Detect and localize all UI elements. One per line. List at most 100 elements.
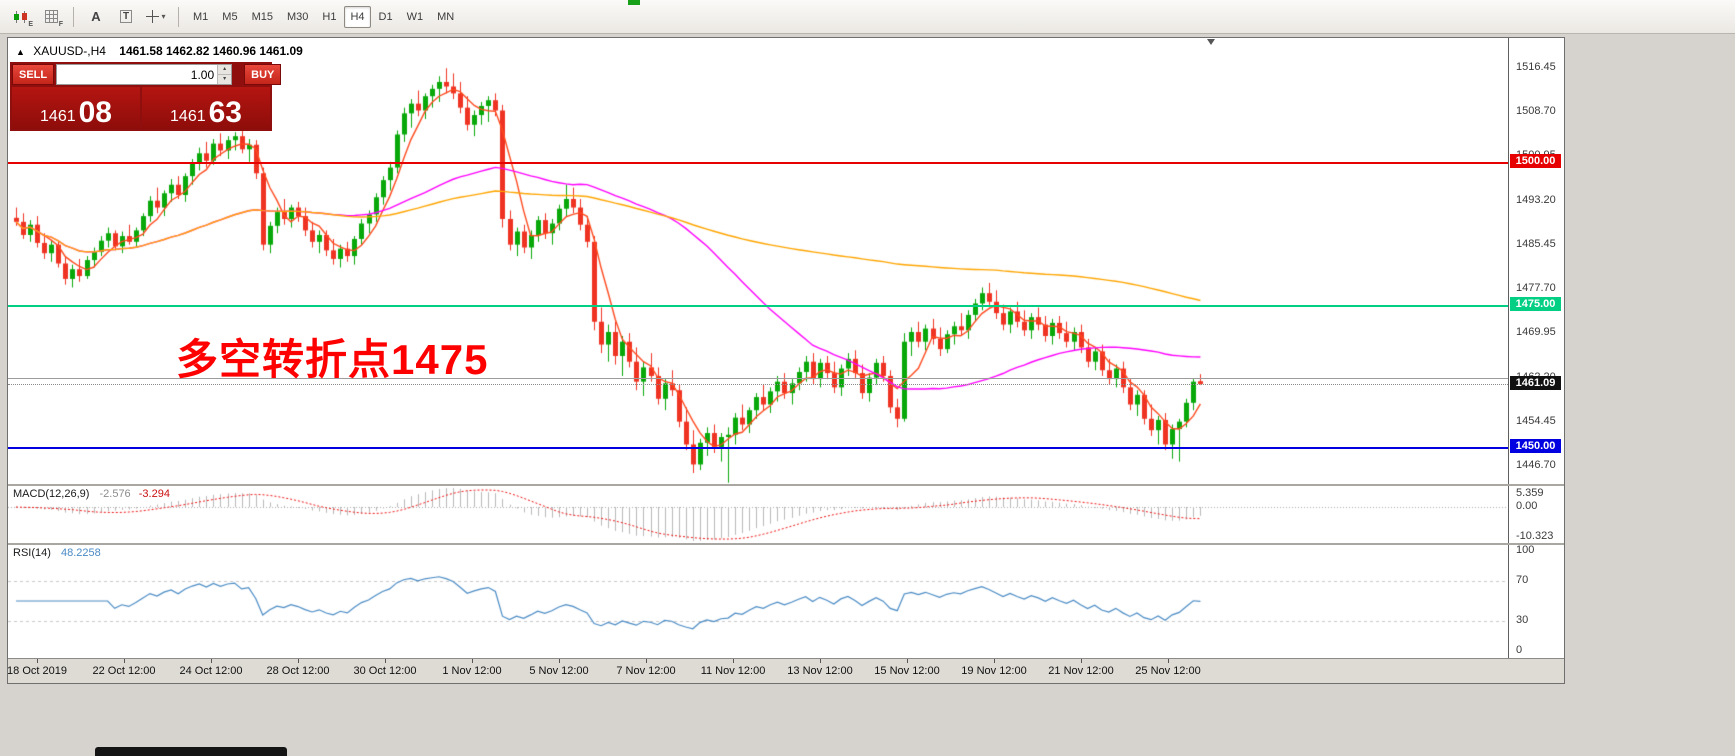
crosshair-icon[interactable]: ▾: [142, 5, 170, 29]
hline-1500.00[interactable]: [8, 161, 1508, 164]
volume-decrease-button[interactable]: ▾: [218, 75, 232, 84]
macd-scale-label: 0.00: [1516, 500, 1538, 512]
time-tick: [994, 659, 995, 663]
annotation-text-icon[interactable]: A: [82, 5, 110, 29]
time-tick: [646, 659, 647, 663]
trade-prices-row: 1461 08 1461 63: [12, 87, 270, 129]
hline-1475.00[interactable]: [8, 304, 1508, 307]
timeframe-button-d1[interactable]: D1: [373, 6, 399, 28]
timeframe-group: M1 M5 M15 M30 H1 H4 D1 W1 MN: [186, 5, 461, 28]
time-axis-label: 1 Nov 12:00: [442, 665, 502, 677]
buy-button[interactable]: BUY: [244, 64, 282, 85]
rsi-scale-label: 30: [1516, 614, 1529, 626]
candlestick-chart-icon[interactable]: E: [7, 5, 35, 29]
hline-1462.15[interactable]: [8, 377, 1508, 379]
volume-spinner: ▴ ▾: [217, 65, 232, 84]
hline-price-label: 1450.00: [1510, 439, 1561, 454]
toolbar-separator: [73, 6, 74, 27]
time-tick: [1081, 659, 1082, 663]
timeframe-button-m15[interactable]: M15: [246, 6, 279, 28]
timeframe-button-h4[interactable]: H4: [344, 5, 371, 28]
trade-controls-row: SELL ▴ ▾ BUY: [12, 64, 282, 85]
time-tick: [907, 659, 908, 663]
bid-price-pips: 08: [78, 96, 112, 129]
time-axis-label: 24 Oct 12:00: [179, 665, 243, 677]
toolbar-separator: [178, 6, 179, 27]
time-tick: [733, 659, 734, 663]
clipped-window-fragment: [628, 0, 640, 5]
time-tick: [559, 659, 560, 663]
grid-icon[interactable]: F: [37, 5, 65, 29]
hline-1450.00[interactable]: [8, 447, 1508, 450]
time-tick: [211, 659, 212, 663]
rsi-scale-label: 0: [1516, 644, 1523, 656]
volume-increase-button[interactable]: ▴: [218, 65, 232, 75]
time-tick: [472, 659, 473, 663]
price-tick-label: 1508.70: [1516, 105, 1556, 118]
time-tick: [37, 659, 38, 663]
chart-window: 多空转折点1475 ▲ XAUUSD-,H4 1461.58 1462.82 1…: [7, 37, 1565, 684]
taskbar-fragment: [95, 747, 287, 756]
price-tick-label: 1469.95: [1516, 326, 1556, 339]
macd-signal-value: -3.294: [138, 488, 170, 500]
macd-value: -2.576: [99, 488, 131, 500]
time-axis[interactable]: 18 Oct 2019 22 Oct 12:00 24 Oct 12:00 28 Oc…: [8, 658, 1564, 683]
time-axis-label: 11 Nov 12:00: [700, 665, 766, 677]
time-tick: [1168, 659, 1169, 663]
timeframe-button-m30[interactable]: M30: [281, 6, 314, 28]
text-box-icon[interactable]: T: [112, 5, 140, 29]
current-price-label: 1461.09: [1510, 376, 1561, 390]
rsi-value: 48.2258: [60, 547, 101, 559]
rsi-scale-label: 70: [1516, 574, 1529, 586]
rsi-panel-splitter[interactable]: [8, 543, 1564, 545]
time-axis-label: 13 Nov 12:00: [787, 665, 853, 677]
ask-price-main: 1461: [170, 108, 206, 126]
candles-glyph: [14, 10, 27, 23]
rsi-name: RSI(14): [13, 547, 51, 559]
bid-price-main: 1461: [40, 108, 76, 126]
time-tick: [385, 659, 386, 663]
icon-sub-label: F: [58, 20, 63, 28]
volume-input-wrap: ▴ ▾: [56, 64, 233, 85]
rsi-scale-label: 100: [1516, 544, 1535, 556]
time-axis-label: 15 Nov 12:00: [874, 665, 940, 677]
time-axis-label: 5 Nov 12:00: [529, 665, 589, 677]
time-axis-label: 18 Oct 2019: [8, 665, 67, 677]
price-axis[interactable]: 1516.451508.701500.951493.201485.451477.…: [1508, 38, 1564, 658]
time-tick: [124, 659, 125, 663]
time-axis-label: 22 Oct 12:00: [92, 665, 156, 677]
one-click-collapse-arrow[interactable]: ▲: [16, 47, 25, 57]
chevron-down-icon: ▾: [161, 12, 166, 21]
ohlc-values: 1461.58 1462.82 1460.96 1461.09: [119, 44, 303, 58]
grid-glyph: [44, 10, 58, 23]
macd-panel-splitter[interactable]: [8, 484, 1564, 486]
crosshair-glyph: [146, 10, 160, 23]
time-axis-label: 7 Nov 12:00: [616, 665, 676, 677]
current-price-line: [8, 384, 1508, 385]
time-axis-label: 21 Nov 12:00: [1048, 665, 1114, 677]
symbol-period-label: XAUUSD-,H4: [33, 44, 106, 58]
timeframe-button-h1[interactable]: H1: [316, 6, 342, 28]
timeframe-button-mn[interactable]: MN: [431, 6, 460, 28]
timeframe-button-w1[interactable]: W1: [401, 6, 430, 28]
macd-name: MACD(12,26,9): [13, 488, 90, 500]
macd-label: MACD(12,26,9) -2.576 -3.294: [13, 488, 170, 500]
hline-price-label: 1500.00: [1510, 153, 1561, 168]
time-tick: [298, 659, 299, 663]
letter-t-glyph: T: [119, 10, 133, 23]
letter-a-glyph: A: [91, 9, 101, 24]
sell-price-box[interactable]: 1461 08: [12, 87, 140, 129]
buy-price-box[interactable]: 1461 63: [142, 87, 270, 129]
price-chart-canvas[interactable]: [8, 38, 1508, 658]
price-tick-label: 1477.70: [1516, 282, 1556, 295]
time-axis-label: 30 Oct 12:00: [353, 665, 417, 677]
volume-input[interactable]: [57, 65, 218, 84]
price-tick-label: 1446.70: [1516, 459, 1556, 472]
toolbar: E F A T ▾ M1 M5 M15 M30 H1 H4 D1 W1 MN: [0, 0, 1735, 34]
ask-price-pips: 63: [208, 96, 242, 129]
timeframe-button-m1[interactable]: M1: [187, 6, 214, 28]
timeframe-button-m5[interactable]: M5: [216, 6, 243, 28]
sell-button[interactable]: SELL: [12, 64, 55, 85]
chart-shift-marker: [1207, 39, 1215, 45]
one-click-trading-panel: SELL ▴ ▾ BUY 1461 08 1461 63: [10, 62, 282, 131]
